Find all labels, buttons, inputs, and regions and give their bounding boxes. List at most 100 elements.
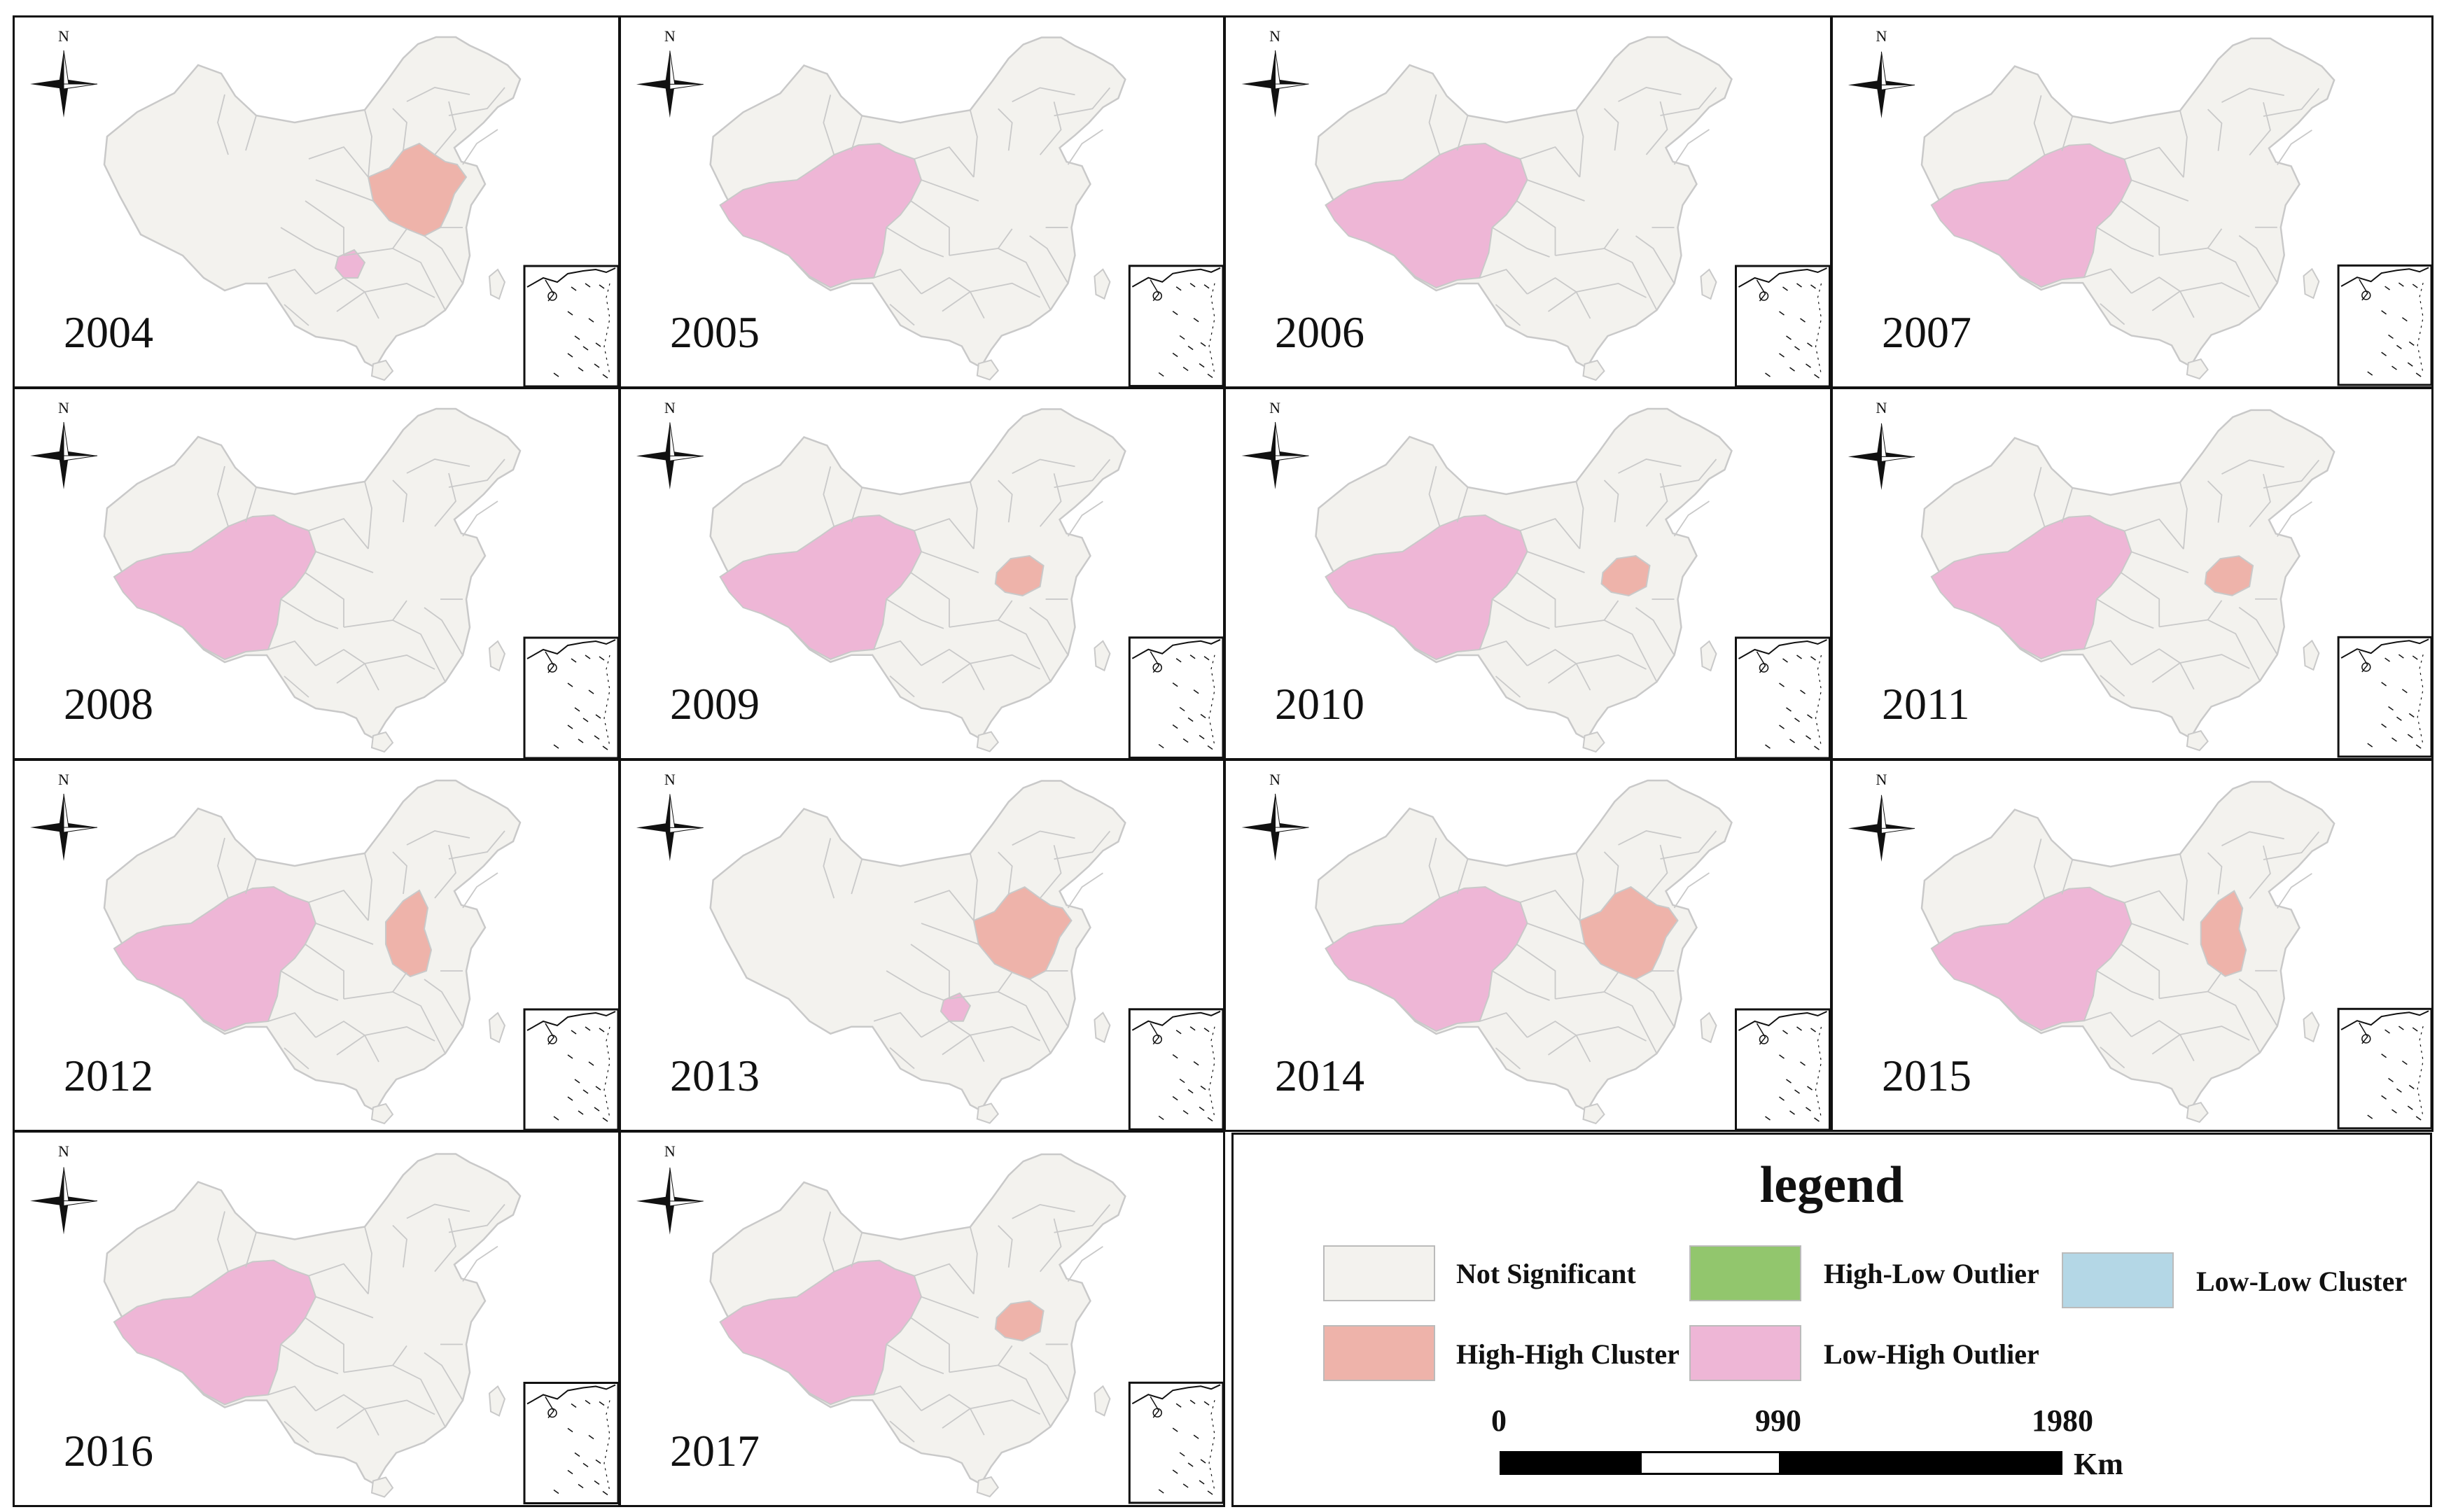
legend-swatch-not-significant — [1323, 1245, 1435, 1301]
province-border — [217, 1211, 229, 1272]
taiwan-island — [2303, 1011, 2320, 1043]
province-border — [1067, 129, 1103, 165]
province-border — [1039, 845, 1062, 899]
province-border — [2121, 944, 2160, 999]
region-low-high-outlier — [1930, 514, 2132, 660]
province-border — [1039, 1218, 1062, 1273]
province-border — [2249, 845, 2271, 899]
panel-year-label: 2012 — [64, 1051, 153, 1100]
province-border — [1428, 465, 1441, 527]
legend-label-low-high: Low-High Outlier — [1824, 1338, 2039, 1370]
province-border — [1576, 1026, 1647, 1042]
province-border — [308, 146, 369, 178]
legend-label-high-high: High-High Cluster — [1456, 1338, 1680, 1370]
province-border — [267, 640, 316, 666]
province-border — [969, 110, 978, 178]
panel-year-label: 2014 — [1275, 1051, 1364, 1100]
province-border — [217, 94, 229, 155]
north-arrow-icon — [636, 794, 704, 862]
province-border — [886, 970, 944, 1001]
region-not-significant — [1315, 407, 1733, 741]
province-border — [1673, 129, 1710, 165]
province-border — [914, 890, 975, 921]
province-border — [1479, 268, 1528, 295]
province-border — [1527, 1020, 1591, 1063]
province-border — [315, 648, 379, 691]
province-border — [969, 1226, 978, 1294]
scale-tick-1980: 1980 — [2032, 1404, 2093, 1438]
province-border — [343, 248, 393, 256]
south-china-sea-inset — [1128, 265, 1223, 386]
province-border — [942, 662, 971, 684]
province-border — [970, 1399, 1041, 1415]
province-border — [2083, 640, 2132, 666]
province-border — [998, 108, 1013, 151]
region-low-high-outlier — [113, 886, 317, 1032]
province-border — [2096, 969, 2154, 1001]
province-border — [1029, 607, 1069, 656]
province-border — [2096, 226, 2154, 258]
north-arrow-icon — [30, 793, 98, 861]
province-border — [1479, 1011, 1528, 1038]
province-border — [886, 227, 944, 258]
hainan-island — [2186, 1102, 2209, 1124]
province-border — [921, 1296, 979, 1319]
province-border — [1495, 304, 1521, 326]
province-border — [2179, 1026, 2250, 1041]
province-border — [1520, 146, 1581, 178]
province-border — [2061, 487, 2074, 523]
province-border — [823, 466, 835, 527]
province-border — [851, 115, 863, 151]
map-panel-2009: N 2009 — [619, 387, 1225, 760]
province-border — [2131, 923, 2189, 945]
province-border — [392, 851, 407, 895]
province-border — [2179, 282, 2250, 298]
north-arrow-icon — [30, 1167, 98, 1235]
province-border — [823, 1211, 835, 1272]
province-border — [998, 479, 1013, 523]
region-low-high-outlier — [940, 992, 972, 1022]
province-border — [1673, 872, 1710, 909]
province-border — [914, 518, 975, 550]
province-border — [1428, 94, 1441, 155]
scale-tick-0: 0 — [1491, 1404, 1507, 1438]
province-border — [336, 1408, 365, 1429]
province-border — [315, 551, 374, 573]
province-border — [1516, 944, 1556, 999]
north-arrow-icon — [1848, 794, 1915, 862]
province-border — [280, 970, 339, 1001]
province-border — [1527, 179, 1585, 202]
region-high-high-cluster — [2204, 555, 2254, 596]
province-border — [1456, 486, 1469, 523]
south-china-sea-inset — [1128, 1008, 1223, 1130]
province-border — [1067, 1245, 1103, 1282]
south-china-sea-inset — [2337, 636, 2431, 758]
province-border — [1603, 228, 1619, 249]
province-border — [942, 1408, 971, 1429]
north-label: N — [664, 1142, 676, 1161]
province-border — [2159, 990, 2208, 1000]
province-border — [305, 944, 344, 999]
province-border — [364, 1226, 372, 1294]
province-border — [1492, 598, 1550, 629]
north-label: N — [664, 771, 676, 788]
province-border — [1527, 551, 1585, 573]
region-not-significant — [1315, 36, 1733, 369]
region-low-high-outlier — [334, 248, 366, 279]
province-border — [343, 620, 393, 628]
province-border — [998, 1364, 1052, 1427]
legend-label-low-low: Low-Low Cluster — [2196, 1266, 2408, 1297]
region-low-high-outlier — [719, 1259, 923, 1406]
province-border — [462, 129, 498, 165]
province-border — [343, 991, 393, 1000]
province-border — [315, 179, 374, 202]
map-panel-2013: N 2013 — [619, 759, 1225, 1132]
province-border — [886, 1343, 944, 1375]
province-border — [267, 268, 316, 295]
province-border — [305, 1317, 344, 1373]
province-border — [2061, 115, 2074, 151]
south-china-sea-inset — [1735, 1008, 1830, 1130]
province-border — [2207, 108, 2223, 151]
north-arrow-icon — [30, 421, 98, 489]
province-border — [2124, 518, 2184, 550]
